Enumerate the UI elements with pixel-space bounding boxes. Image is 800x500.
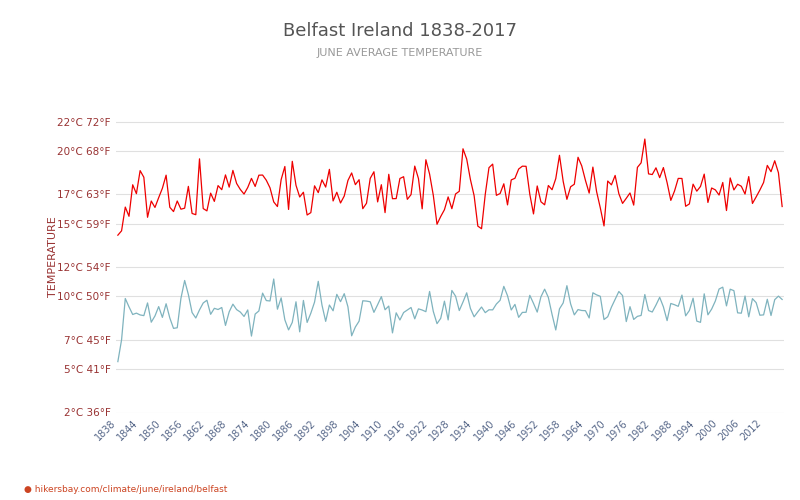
Text: ● hikersbay.com/climate/june/ireland/belfast: ● hikersbay.com/climate/june/ireland/bel… [24, 485, 227, 494]
Text: JUNE AVERAGE TEMPERATURE: JUNE AVERAGE TEMPERATURE [317, 48, 483, 58]
Text: TEMPERATURE: TEMPERATURE [47, 216, 58, 296]
Text: Belfast Ireland 1838-2017: Belfast Ireland 1838-2017 [283, 22, 517, 40]
